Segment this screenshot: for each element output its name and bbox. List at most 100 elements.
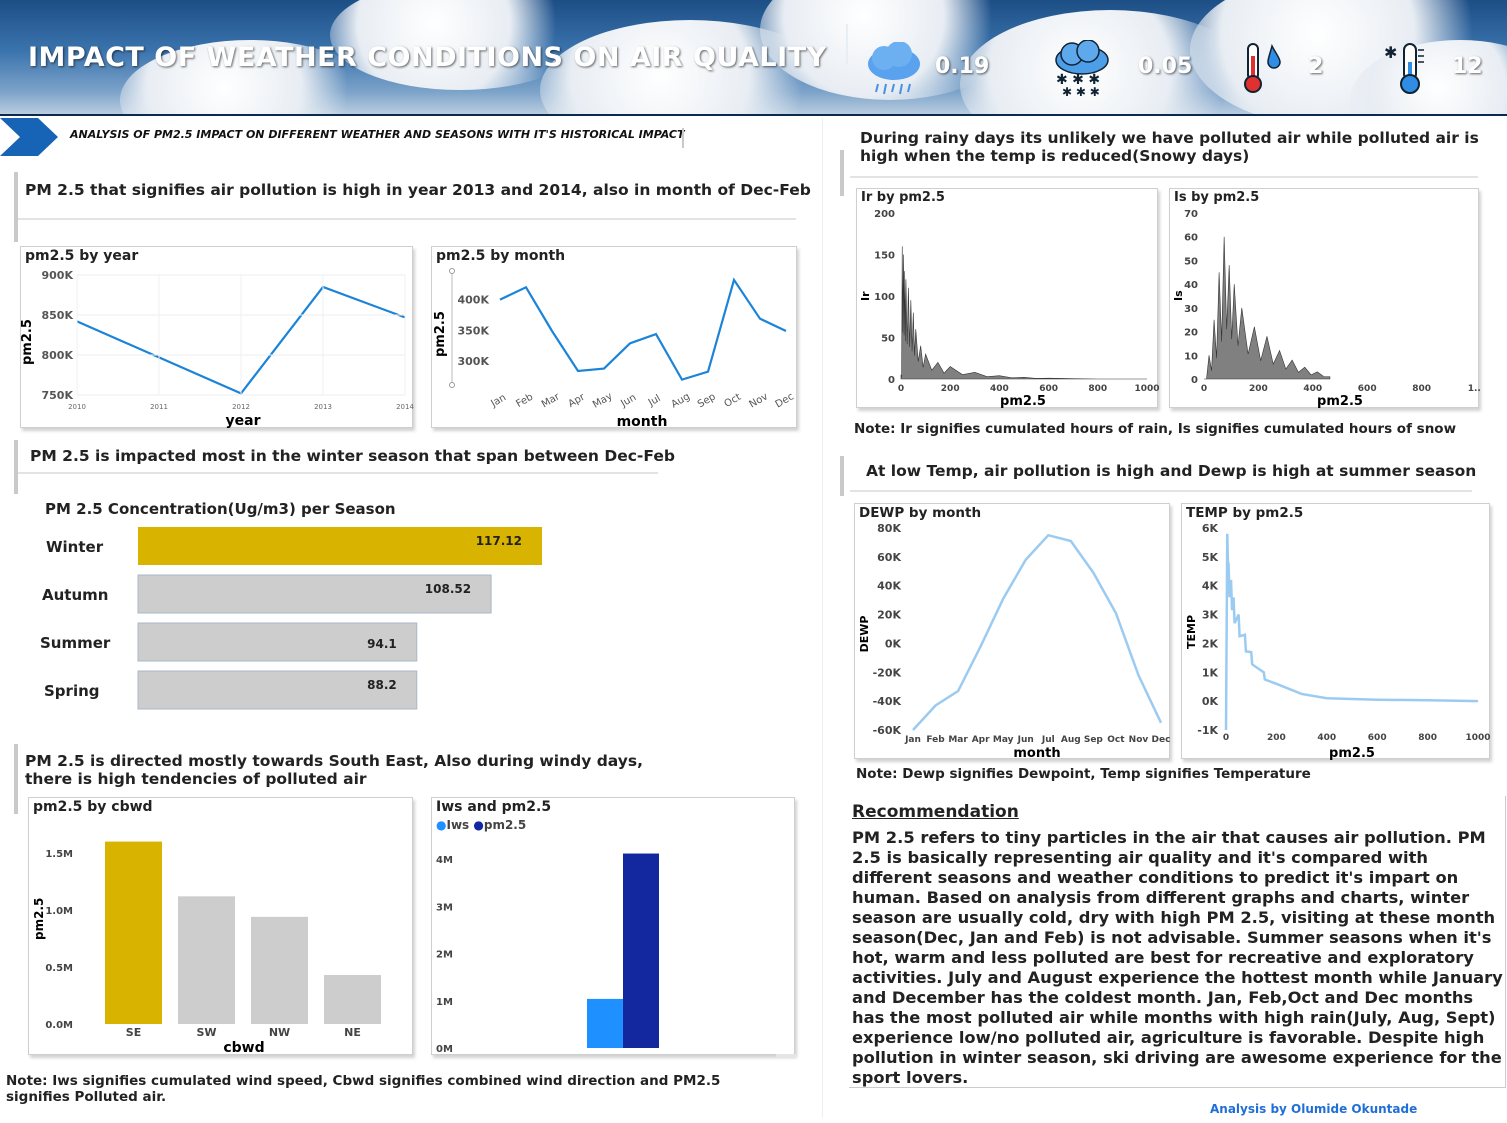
chevron-right-icon	[0, 118, 58, 156]
x-tick-label: 0	[898, 384, 904, 394]
pm-by-year-svg: pm2.5 year 750K 800K 850K 900K 2010 2011 2012 2…	[20, 269, 414, 429]
y-tick-label: 300K	[458, 355, 490, 368]
chart-iws-pm: Iws and pm2.5 ●Iws ●pm2.5 0M 1M 2M 3M 4M	[431, 797, 795, 1055]
subtitle-divider	[682, 128, 684, 148]
chart-title: pm2.5 by cbwd	[33, 799, 153, 815]
column-divider	[822, 118, 823, 1118]
x-tick-label: Mar	[540, 391, 563, 410]
y-tick-label: 3K	[1202, 609, 1219, 622]
chart-pm-by-year: pm2.5 by year pm2.5 year 750K 800K 850K 900…	[20, 246, 414, 429]
series-line	[912, 533, 1163, 731]
x-tick-label: 0	[1223, 733, 1229, 743]
kpi-snow-value: 0.05	[1138, 54, 1193, 79]
legend-iws: Iws	[446, 818, 470, 832]
chart-title: Is by pm2.5	[1174, 190, 1260, 205]
bar	[178, 896, 235, 1024]
y-tick-label: -40K	[873, 695, 902, 708]
bar-iws	[587, 998, 623, 1048]
heading-underline	[18, 218, 796, 220]
y-tick-label: 1M	[436, 997, 453, 1008]
kpi-temp-humidity-value: 2	[1308, 54, 1324, 79]
x-tick-label: 600	[1358, 384, 1377, 394]
heading-underline	[850, 176, 1478, 178]
x-tick-label: 200	[1249, 384, 1268, 394]
x-tick-label: 1000	[1465, 733, 1490, 743]
rain-cloud-icon	[868, 42, 920, 95]
x-tick-label: 400	[990, 384, 1009, 394]
x-tick-label: SE	[126, 1026, 141, 1039]
dewp-by-month-svg: DEWP month -60K -40K -20K 0K 20K 40K 60K 80K Jan…	[858, 522, 1170, 761]
kpi-cold-value: 12	[1452, 54, 1483, 79]
bar	[138, 527, 542, 565]
x-tick-label: Aug	[1061, 735, 1081, 745]
y-tick-label: 850K	[42, 309, 74, 322]
y-tick-label: 0.5M	[45, 963, 73, 974]
y-tick-label: 0K	[1202, 695, 1219, 708]
y-tick-label: 1K	[1202, 666, 1219, 679]
y-axis-label: pm2.5	[433, 311, 448, 357]
x-tick-label: Feb	[926, 735, 945, 745]
heading-bar	[14, 440, 18, 494]
data-label: 117.12	[476, 534, 522, 548]
y-axis-label: DEWP	[858, 616, 871, 653]
y-tick-label: 30	[1184, 304, 1198, 315]
recommendation-box	[849, 796, 1506, 1088]
y-tick-label: 350K	[458, 324, 490, 337]
chart-pm-by-season: PM 2.5 Concentration(Ug/m3) per Season W…	[20, 496, 580, 718]
x-tick-label: Sep	[696, 391, 718, 410]
y-tick-label: 0K	[885, 637, 902, 650]
y-tick-label: 900K	[42, 269, 74, 282]
y-tick-label: 10	[1184, 351, 1198, 362]
x-axis-label: pm2.5	[1329, 746, 1375, 760]
y-tick-label: -20K	[873, 666, 902, 679]
y-tick-label: 50	[1184, 256, 1198, 267]
x-tick-label: May	[993, 735, 1014, 745]
heading-bar	[14, 172, 18, 242]
chart-title: Iws and pm2.5	[436, 799, 552, 815]
chart-title: PM 2.5 Concentration(Ug/m3) per Season	[45, 500, 396, 518]
bar	[137, 574, 492, 614]
x-tick-label: Sep	[1084, 735, 1104, 745]
y-tick-label: 50	[881, 334, 895, 345]
x-tick-label: 200	[941, 384, 960, 394]
x-tick-label: Nov	[748, 391, 770, 410]
chart-title: Ir by pm2.5	[861, 190, 945, 205]
x-tick-label: Jan	[904, 735, 921, 745]
y-tick-label: 0.0M	[45, 1020, 73, 1031]
y-tick-label: 20K	[877, 609, 901, 622]
bar-pm25	[623, 853, 659, 1048]
x-tick-label: Jun	[618, 392, 638, 410]
y-tick-label: 40	[1184, 280, 1198, 291]
chart-dewp-by-month: DEWP by month DEWP month -60K -40K -20K 0K 2…	[854, 503, 1170, 761]
y-tick-label: 70	[1184, 209, 1198, 220]
x-tick-label: 2013	[314, 403, 332, 411]
x-tick-label: SW	[196, 1026, 216, 1039]
x-axis-label: year	[226, 413, 261, 429]
y-tick-label: 6K	[1202, 522, 1219, 535]
x-tick-label: NW	[269, 1026, 290, 1039]
bar	[137, 622, 418, 662]
data-label: 88.2	[367, 678, 397, 692]
y-tick-label: 2K	[1202, 637, 1219, 650]
iws-pm-svg: 0M 1M 2M 3M 4M	[436, 853, 659, 1055]
category-label: Winter	[46, 538, 104, 556]
y-tick-label: 4K	[1202, 580, 1219, 593]
x-tick-label: 1...	[1468, 384, 1480, 394]
is-by-pm-svg: Is pm2.5 0 10 20 30 40 50 60 70 0 200 400 600 800 1..…	[1172, 209, 1484, 409]
category-label: Autumn	[42, 586, 108, 604]
y-tick-label: 400K	[458, 294, 490, 307]
y-tick-label: 20	[1184, 328, 1198, 339]
svg-text:✱: ✱	[1384, 43, 1397, 62]
recommendation-title: Recommendation	[852, 802, 1019, 822]
series-line	[499, 277, 787, 381]
author-credit: Analysis by Olumide Okuntade	[1210, 1102, 1418, 1116]
pm-by-cbwd-svg: pm2.5 cbwd 0.0M 0.5M 1.0M 1.5M SE SW NW NE	[32, 841, 381, 1056]
chart-pm-by-month: pm2.5 by month pm2.5 month 300K 350K 400K J…	[431, 246, 797, 430]
y-axis-label: TEMP	[1185, 615, 1198, 649]
temp-by-pm-svg: TEMP pm2.5 -1K 0K 1K 2K 3K 4K 5K 6K 0 200 400 600 80…	[1185, 522, 1491, 761]
y-tick-label: 40K	[877, 580, 901, 593]
y-axis-label: pm2.5	[21, 319, 35, 365]
x-tick-label: 600	[1368, 733, 1387, 743]
chart-temp-by-pm: TEMP by pm2.5 TEMP pm2.5 -1K 0K 1K 2K 3K 4K 5K…	[1181, 503, 1491, 761]
